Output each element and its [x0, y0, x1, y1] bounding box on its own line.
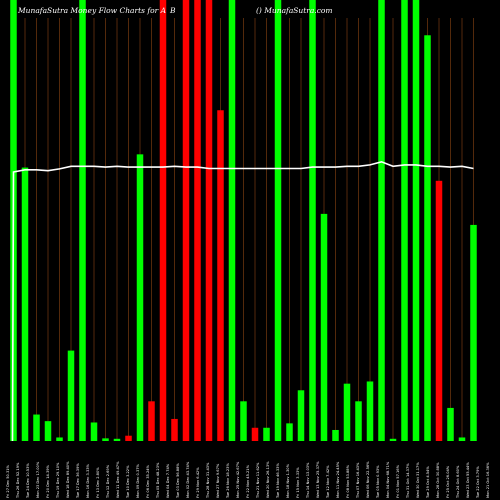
- x-tick-label: Fri 20 Dec 14.39%: [46, 464, 50, 498]
- x-tick-label: Mon 16 Dec 3.33%: [86, 463, 90, 498]
- x-tick-label: Mon 25 Nov 42.67%: [236, 461, 240, 498]
- x-tick-label: Thu 31 Oct 14.37%: [406, 463, 410, 499]
- x-tick-label: Mon 28 Oct 30.88%: [436, 462, 440, 498]
- bar: [389, 438, 397, 441]
- bar: [274, 0, 282, 441]
- x-tick-label: Tue 10 Dec 3.22%: [126, 465, 130, 499]
- bar: [90, 422, 98, 441]
- x-tick-label: Tue 22 Oct 3.79%: [476, 466, 480, 499]
- bar: [148, 401, 155, 441]
- x-tick-label: Fri 29 Nov 6.42%: [196, 467, 200, 498]
- bar: [182, 0, 190, 441]
- x-tick-label: Tue 24 Dec 10.53%: [26, 463, 30, 499]
- bar: [401, 0, 408, 441]
- bar: [21, 167, 29, 441]
- bar: [194, 0, 201, 441]
- x-tick-label: Fri 22 Nov 45.21%: [246, 464, 250, 498]
- bar: [355, 401, 362, 441]
- chart-title-left: MunafaSutra Money Flow Charts for A: [17, 6, 167, 15]
- bar: [67, 350, 75, 441]
- x-tick-label: Fri 06 Dec 35.24%: [146, 464, 150, 498]
- x-tick-label: Tue 17 Dec 36.39%: [76, 463, 80, 499]
- x-tick-label: Mon 04 Nov 68.71%: [386, 461, 390, 498]
- x-tick-label: Tue 19 Nov 46.33%: [276, 463, 280, 499]
- x-tick-label: Thu 07 Nov 16.43%: [356, 462, 360, 499]
- x-tick-label: Mon 02 Dec 43.74%: [186, 461, 190, 498]
- x-tick-label: Wed 11 Dec 49.47%: [116, 461, 120, 498]
- x-tick-label: Wed 06 Nov 22.56%: [366, 461, 370, 498]
- x-tick-label: Mon 23 Dec 17.00%: [36, 461, 40, 498]
- line-path: [11, 160, 474, 442]
- bar: [332, 429, 339, 441]
- chart-title-right: () MunafaSutra.com: [256, 6, 333, 15]
- x-tick-label: Fri 08 Nov 53.88%: [346, 464, 350, 498]
- bar: [366, 381, 374, 441]
- line-series: [11, 160, 474, 442]
- bar: [424, 35, 431, 441]
- bar: [205, 0, 213, 441]
- x-tick-label: Wed 18 Dec 89.40%: [66, 461, 70, 498]
- x-tick-label: Fri 25 Oct 26.04%: [446, 465, 450, 498]
- x-tick-label: Thu 05 Dec 48.23%: [156, 462, 160, 499]
- x-axis-tick-labels: Fri 27 Dec 50.31% Thu 26 Dec 52.19% Tue 24…: [6, 461, 490, 499]
- x-tick-label: Tue 05 Nov 0.93%: [376, 465, 380, 499]
- bar: [171, 418, 178, 441]
- bar: [286, 423, 293, 441]
- bar: [320, 213, 328, 441]
- bar: [56, 437, 63, 441]
- x-tick-label: Mon 18 Nov 1.30%: [286, 463, 290, 498]
- bar: [251, 427, 259, 441]
- x-tick-label: Thu 28 Nov 31.43%: [206, 462, 210, 499]
- bar: [113, 438, 121, 441]
- bar: [44, 421, 52, 441]
- bar: [435, 180, 443, 441]
- bar: [309, 0, 316, 441]
- bar: [458, 437, 466, 441]
- x-tick-label: Tue 26 Nov 18.23%: [226, 463, 230, 499]
- bar: [159, 0, 167, 441]
- x-tick-label: Wed 27 Nov 9.67%: [216, 463, 220, 498]
- bar: [102, 438, 109, 441]
- bar: [136, 154, 144, 441]
- x-tick-label: Tue 12 Nov 7.42%: [326, 465, 330, 499]
- bar: [217, 110, 224, 441]
- x-tick-label: Thu 24 Oct 8.60%: [456, 465, 460, 499]
- x-tick-label: Wed 04 Dec 7.74%: [166, 463, 170, 498]
- bar: [297, 390, 305, 441]
- bar: [228, 0, 236, 441]
- x-tick-label: Wed 30 Oct 31.17%: [416, 462, 420, 498]
- x-tick-label: Fri 13 Dec 2.80%: [96, 467, 100, 498]
- x-tick-label: Fri 15 Nov 3.33%: [296, 467, 300, 498]
- x-tick-label: Fri 01 Nov 57.16%: [396, 464, 400, 498]
- x-tick-label: Wed 23 Oct 55.44%: [466, 462, 470, 498]
- bar: [125, 435, 132, 441]
- bar: [412, 0, 420, 441]
- bar-series: [10, 0, 477, 441]
- x-tick-label: Mon 21 Oct 16.36%: [486, 462, 490, 498]
- bar: [343, 383, 351, 441]
- bar: [470, 224, 477, 441]
- chart-title-mid: B: [169, 6, 176, 15]
- x-tick-label: Tue 29 Oct 4.54%: [426, 466, 430, 499]
- x-tick-label: Mon 09 Dec 0.37%: [136, 463, 140, 498]
- x-tick-label: Fri 27 Dec 50.31%: [6, 464, 10, 498]
- x-tick-label: Mon 11 Nov 24.45%: [336, 461, 340, 498]
- x-tick-label: Thu 14 Nov 13.03%: [306, 462, 310, 499]
- x-tick-label: Thu 26 Dec 52.19%: [16, 462, 20, 499]
- bar: [447, 407, 454, 441]
- bar: [33, 414, 40, 441]
- x-tick-label: Wed 20 Nov 26.13%: [266, 461, 270, 498]
- x-tick-label: Thu 21 Nov 11.62%: [256, 462, 260, 499]
- x-tick-label: Tue 03 Dec 56.88%: [176, 463, 180, 499]
- x-tick-label: Thu 19 Dec 29.10%: [56, 462, 60, 499]
- bar: [79, 0, 86, 441]
- bar: [263, 427, 270, 441]
- bar: [240, 401, 247, 441]
- bar: [378, 0, 385, 441]
- x-tick-label: Wed 13 Nov 25.37%: [316, 461, 320, 498]
- x-tick-label: Thu 12 Dec 2.69%: [106, 464, 110, 499]
